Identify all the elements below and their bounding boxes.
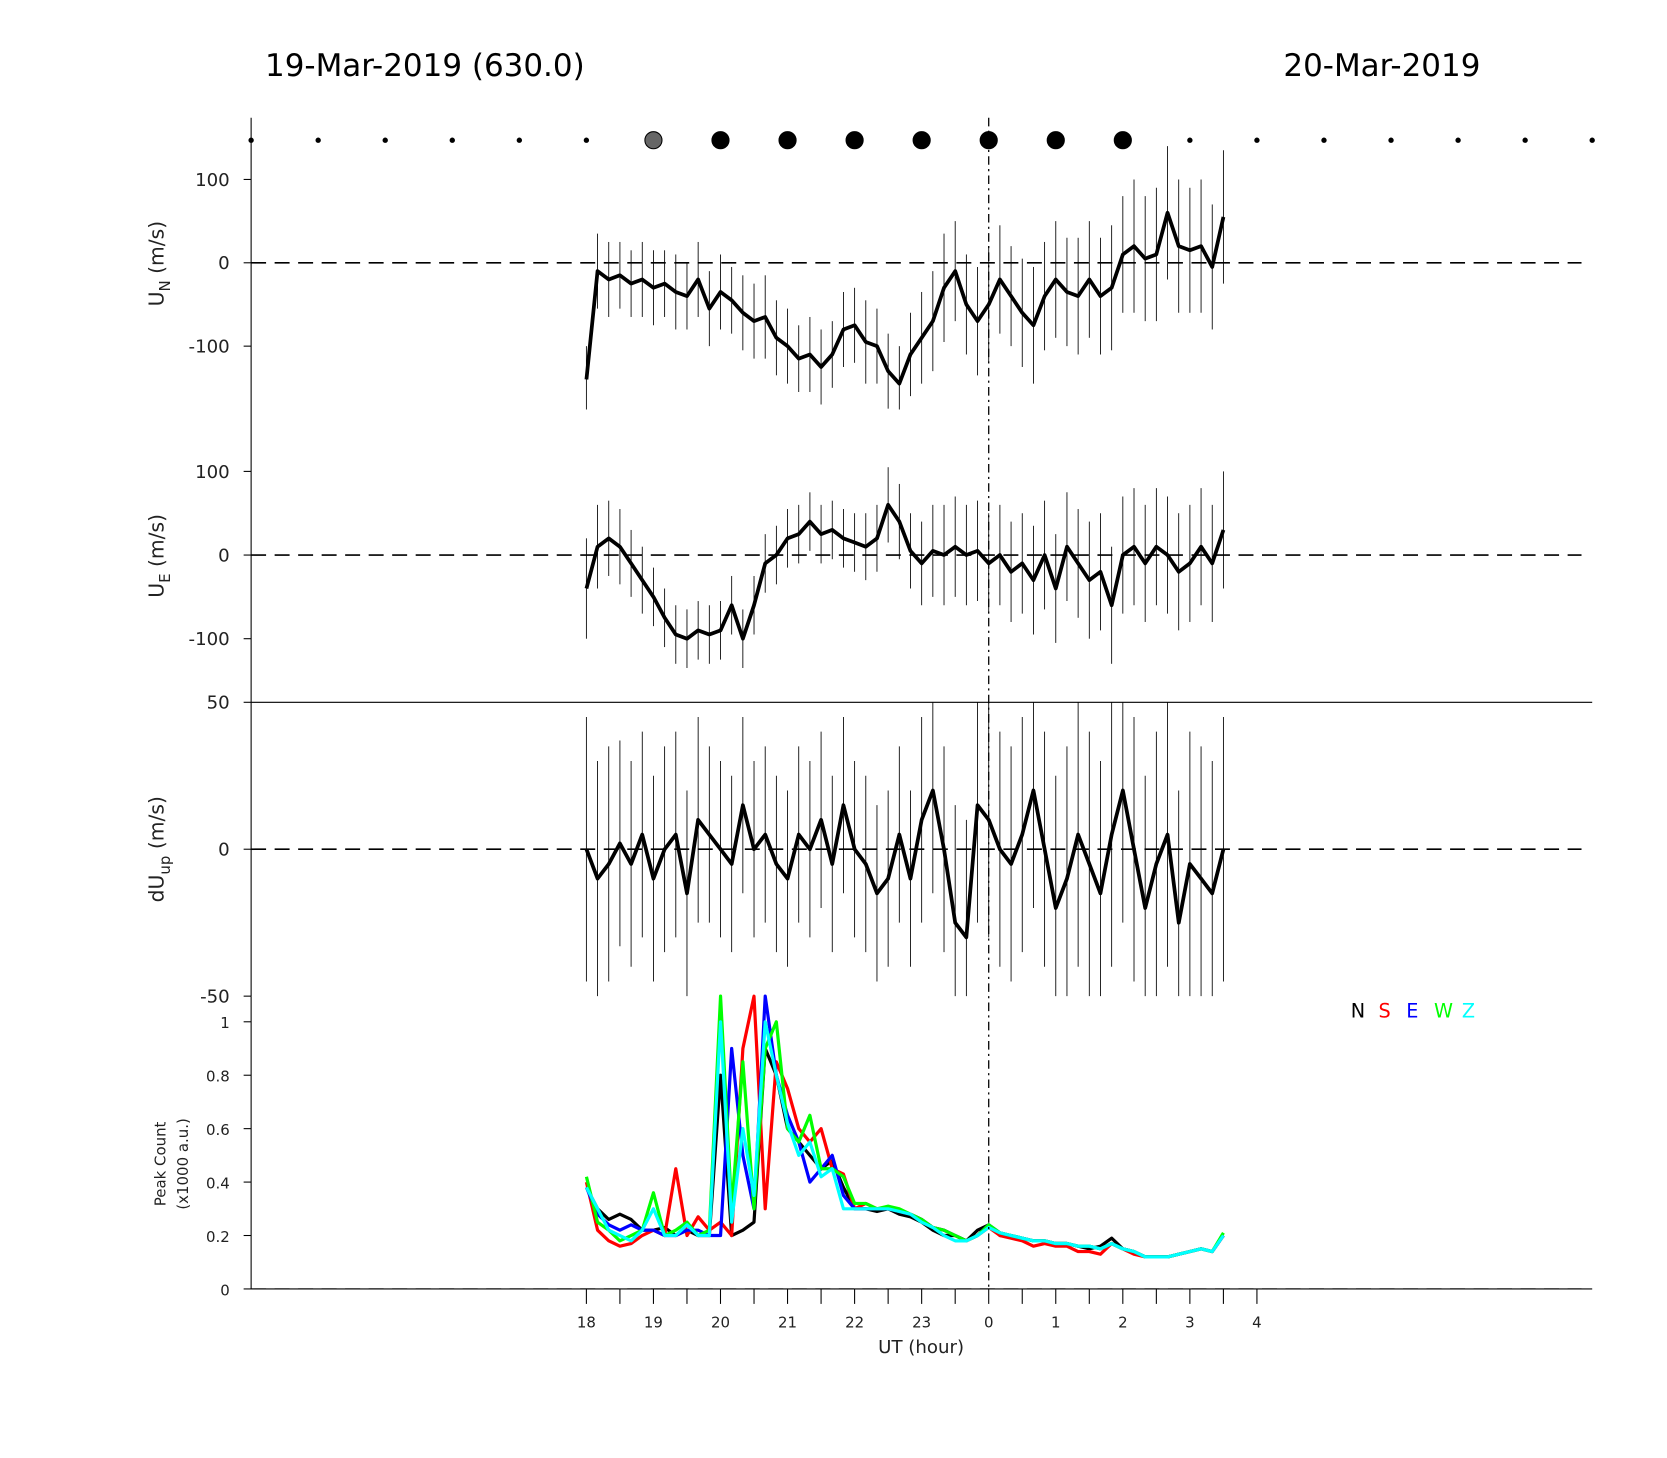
y-label-ylabel_unit: (m/s) bbox=[144, 514, 168, 573]
y-axis-label-dup: dUup (m/s) bbox=[144, 796, 173, 902]
series-line-E bbox=[584, 994, 1225, 1259]
series-line-dup bbox=[584, 788, 1226, 940]
left-title: 19-Mar-2019 (630.0) bbox=[265, 48, 585, 84]
x-tick-label: 21 bbox=[778, 1313, 797, 1331]
x-tick-label: 0 bbox=[984, 1313, 994, 1331]
sky-marker-18 bbox=[1455, 137, 1461, 143]
y-tick-label-peak: 0.4 bbox=[206, 1174, 230, 1192]
sky-marker-6 bbox=[644, 131, 663, 150]
x-tick-label: 19 bbox=[644, 1313, 663, 1331]
sky-marker-17 bbox=[1388, 137, 1394, 143]
sky-marker-8 bbox=[778, 131, 797, 150]
y-tick-label-peak: 0.6 bbox=[206, 1121, 230, 1139]
y-tick-label-dup: -50 bbox=[200, 987, 230, 1008]
sky-marker-2 bbox=[382, 137, 388, 143]
series-line-un bbox=[584, 210, 1226, 386]
y-tick-label-ue: 0 bbox=[218, 545, 230, 566]
series-line-W bbox=[584, 994, 1225, 1259]
y-tick-label-peak: 0 bbox=[220, 1281, 230, 1299]
legend-entry-E: E bbox=[1406, 1000, 1418, 1023]
legend-entry-Z: Z bbox=[1462, 1000, 1475, 1023]
x-tick-label: 22 bbox=[845, 1313, 864, 1331]
y-tick-label-un: -100 bbox=[189, 337, 230, 358]
series-line-S bbox=[584, 994, 1225, 1259]
y-tick-label-ue: -100 bbox=[189, 629, 230, 650]
sky-marker-14 bbox=[1187, 137, 1193, 143]
sky-marker-5 bbox=[583, 137, 590, 143]
y-axis-label-peak-unit: (x1000 a.u.) bbox=[174, 1118, 192, 1209]
y-label-ylabel_sub: N bbox=[156, 280, 174, 291]
legend-entry-N: N bbox=[1351, 1000, 1365, 1023]
x-tick-label: 4 bbox=[1252, 1313, 1262, 1331]
sky-marker-13 bbox=[1113, 131, 1132, 150]
sky-marker-15 bbox=[1254, 137, 1260, 143]
y-tick-label-peak: 1 bbox=[220, 1014, 230, 1032]
right-title: 20-Mar-2019 bbox=[1283, 48, 1480, 84]
sky-marker-3 bbox=[449, 137, 455, 143]
y-tick-label-peak: 0.2 bbox=[206, 1228, 230, 1246]
series-line-N bbox=[585, 1046, 1225, 1259]
y-label-ylabel_unit: (m/s) bbox=[144, 221, 168, 280]
y-label-ylabel: dU bbox=[144, 875, 168, 903]
sky-marker-10 bbox=[912, 131, 931, 150]
y-label-ylabel: U bbox=[144, 583, 168, 598]
y-label-ylabel_unit: (m/s) bbox=[144, 796, 168, 855]
legend-entry-S: S bbox=[1378, 1000, 1390, 1023]
y-label-ylabel_sub: up bbox=[156, 856, 174, 875]
series-line-Z bbox=[585, 1020, 1225, 1259]
x-tick-label: 20 bbox=[711, 1313, 730, 1331]
y-tick-label-un: 100 bbox=[195, 170, 230, 191]
y-label-ylabel_sub: E bbox=[156, 573, 174, 582]
y-tick-label-dup: 50 bbox=[207, 693, 230, 714]
x-tick-label: 1 bbox=[1051, 1313, 1061, 1331]
legend-entry-W: W bbox=[1434, 1000, 1453, 1023]
x-axis-label: UT (hour) bbox=[878, 1337, 964, 1358]
y-label-ylabel: U bbox=[144, 292, 168, 307]
sky-marker-16 bbox=[1321, 137, 1327, 143]
sky-marker-20 bbox=[1589, 137, 1595, 143]
y-tick-label-ue: 100 bbox=[195, 462, 230, 483]
y-tick-label-peak: 0.8 bbox=[206, 1068, 230, 1086]
y-tick-label-un: 0 bbox=[218, 253, 230, 274]
x-tick-label: 18 bbox=[577, 1313, 596, 1331]
x-tick-label: 3 bbox=[1185, 1313, 1195, 1331]
y-axis-label-un: UN (m/s) bbox=[144, 221, 173, 307]
sky-marker-1 bbox=[315, 137, 321, 143]
sky-marker-12 bbox=[1046, 131, 1065, 150]
x-tick-label: 2 bbox=[1118, 1313, 1128, 1331]
sky-marker-7 bbox=[711, 131, 730, 150]
sky-marker-4 bbox=[516, 137, 523, 143]
y-axis-label-peak: Peak Count bbox=[152, 1121, 170, 1206]
sky-marker-19 bbox=[1522, 137, 1528, 143]
x-tick-label: 23 bbox=[912, 1313, 931, 1331]
sky-marker-9 bbox=[845, 131, 864, 150]
series-line-ue bbox=[584, 502, 1226, 641]
y-tick-label-dup: 0 bbox=[218, 840, 230, 861]
y-axis-label-ue: UE (m/s) bbox=[144, 514, 173, 598]
